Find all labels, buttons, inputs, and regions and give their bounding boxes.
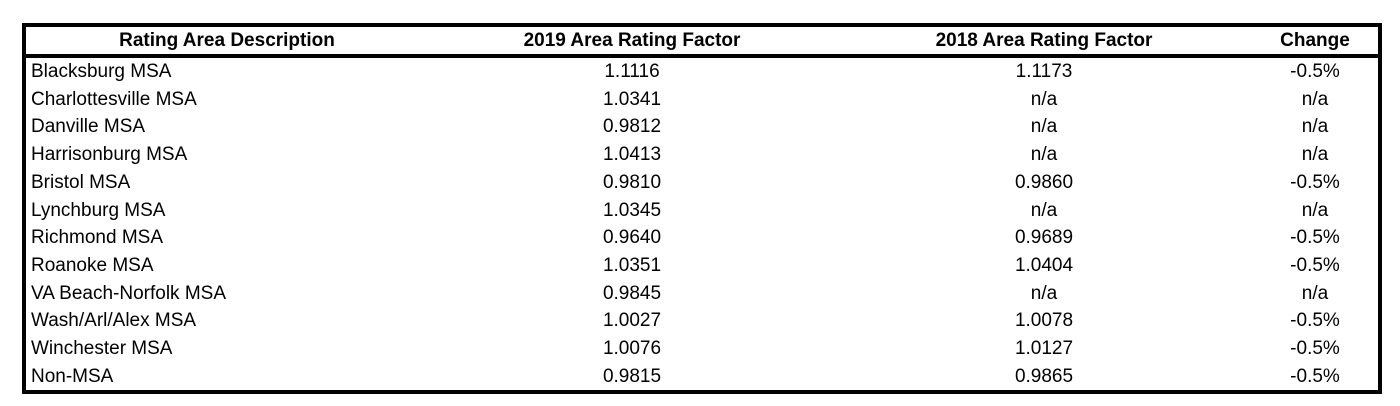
cell-area: Non-MSA <box>31 365 114 387</box>
column-header-2018-area-rating-factor: 2018 Area Rating Factor <box>836 25 1252 58</box>
cell-factor-2018: n/a <box>1030 116 1058 138</box>
cell-factor-2019: 0.9810 <box>602 171 662 193</box>
table-row: Wash/Arl/Alex MSA 1.0027 1.0078 -0.5% <box>24 307 1380 335</box>
cell-change: -0.5% <box>1290 365 1340 387</box>
cell-factor-2019: 1.0027 <box>602 310 662 332</box>
cell-change: n/a <box>1301 199 1329 221</box>
cell-area: Blacksburg MSA <box>31 61 172 82</box>
cell-change: -0.5% <box>1290 227 1340 249</box>
cell-factor-2018: 1.0404 <box>1014 254 1074 276</box>
cell-factor-2019: 0.9640 <box>602 227 662 249</box>
table-row: Charlottesville MSA 1.0341 n/a n/a <box>24 86 1380 114</box>
cell-area: Roanoke MSA <box>31 254 154 276</box>
cell-factor-2019: 0.9812 <box>602 116 662 138</box>
table-row: Non-MSA 0.9815 0.9865 -0.5% <box>24 363 1380 393</box>
table-row: Richmond MSA 0.9640 0.9689 -0.5% <box>24 224 1380 252</box>
cell-area: Danville MSA <box>31 116 146 138</box>
cell-factor-2019: 1.1116 <box>604 61 660 82</box>
header-row: Rating Area Description 2019 Area Rating… <box>24 25 1380 58</box>
cell-factor-2019: 0.9815 <box>602 365 662 387</box>
rating-factor-table: Rating Area Description 2019 Area Rating… <box>22 23 1382 395</box>
cell-change: n/a <box>1301 282 1329 304</box>
cell-factor-2018: n/a <box>1030 199 1058 221</box>
column-header-change: Change <box>1252 25 1380 58</box>
cell-change: -0.5% <box>1290 338 1340 360</box>
table-body: Blacksburg MSA 1.1116 1.1173 -0.5% Charlotte… <box>24 56 1380 392</box>
cell-area: Charlottesville MSA <box>31 88 197 110</box>
cell-area: Bristol MSA <box>31 171 131 193</box>
table-row: VA Beach-Norfolk MSA 0.9845 n/a n/a <box>24 280 1380 308</box>
cell-change: n/a <box>1301 116 1329 138</box>
cell-factor-2018: 0.9865 <box>1014 365 1074 387</box>
cell-area: Harrisonburg MSA <box>31 144 188 166</box>
table-row: Roanoke MSA 1.0351 1.0404 -0.5% <box>24 252 1380 280</box>
cell-change: n/a <box>1301 88 1329 110</box>
column-header-2019-area-rating-factor: 2019 Area Rating Factor <box>428 25 836 58</box>
cell-change: -0.5% <box>1290 61 1340 82</box>
table-row: Harrisonburg MSA 1.0413 n/a n/a <box>24 141 1380 169</box>
cell-area: Lynchburg MSA <box>31 199 166 221</box>
cell-area: Wash/Arl/Alex MSA <box>31 310 197 332</box>
cell-factor-2019: 1.0345 <box>602 199 662 221</box>
column-header-rating-area-description: Rating Area Description <box>24 25 428 58</box>
table-header: Rating Area Description 2019 Area Rating… <box>24 25 1380 58</box>
table-row: Bristol MSA 0.9810 0.9860 -0.5% <box>24 169 1380 197</box>
cell-factor-2018: 1.0127 <box>1014 338 1074 360</box>
table-row: Lynchburg MSA 1.0345 n/a n/a <box>24 197 1380 225</box>
table-row: Winchester MSA 1.0076 1.0127 -0.5% <box>24 335 1380 363</box>
cell-area: VA Beach-Norfolk MSA <box>31 282 227 304</box>
cell-factor-2018: n/a <box>1030 144 1058 166</box>
cell-change: -0.5% <box>1290 171 1340 193</box>
cell-change: n/a <box>1301 144 1329 166</box>
cell-factor-2019: 1.0341 <box>602 88 662 110</box>
cell-factor-2018: n/a <box>1030 88 1058 110</box>
cell-factor-2018: 1.0078 <box>1014 310 1074 332</box>
table-row: Blacksburg MSA 1.1116 1.1173 -0.5% <box>24 56 1380 86</box>
cell-area: Richmond MSA <box>31 227 163 249</box>
table-row: Danville MSA 0.9812 n/a n/a <box>24 113 1380 141</box>
cell-factor-2019: 1.0076 <box>602 338 662 360</box>
cell-factor-2018: n/a <box>1030 282 1058 304</box>
cell-factor-2019: 1.0351 <box>602 254 662 276</box>
cell-factor-2018: 1.1173 <box>1015 61 1073 82</box>
cell-factor-2018: 0.9860 <box>1014 171 1074 193</box>
rating-factor-sheet: Rating Area Description 2019 Area Rating… <box>22 23 1382 395</box>
cell-area: Winchester MSA <box>31 338 173 360</box>
cell-factor-2019: 0.9845 <box>602 282 662 304</box>
cell-factor-2019: 1.0413 <box>602 144 662 166</box>
cell-factor-2018: 0.9689 <box>1014 227 1074 249</box>
cell-change: -0.5% <box>1290 310 1340 332</box>
cell-change: -0.5% <box>1290 254 1340 276</box>
